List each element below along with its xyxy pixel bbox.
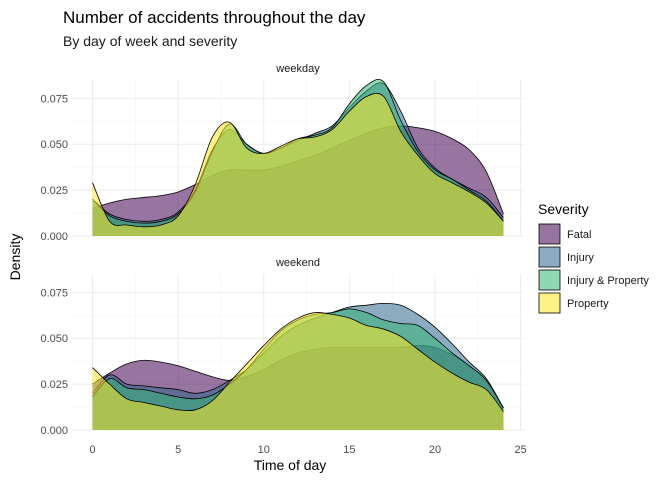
x-tick-label: 5 — [175, 444, 181, 456]
y-axis-title: Density — [7, 234, 23, 281]
facet-strip-label: weekday — [275, 63, 320, 75]
y-tick-label: 0.075 — [40, 93, 68, 105]
legend-label: Fatal — [567, 229, 591, 241]
legend-label: Property — [567, 298, 609, 310]
legend-title: Severity — [538, 201, 589, 217]
x-tick-label: 15 — [343, 444, 355, 456]
panel-weekday: weekday 0.000 0.025 0.050 0.075 — [40, 63, 524, 243]
panel-weekend: weekend 0.000 0.025 0.050 0.075 — [40, 257, 524, 437]
panels-layer: weekday 0.000 0.025 0.050 0.075 weekend 0.000 0… — [40, 63, 526, 456]
y-tick-label: 0.050 — [40, 139, 68, 151]
y-tick-label: 0.025 — [40, 185, 68, 197]
legend-swatch — [538, 246, 561, 268]
y-tick-label: 0.000 — [40, 231, 68, 243]
legend: Severity Fatal Injury Injury & Property Pro… — [538, 201, 649, 314]
density-outline-property — [92, 92, 504, 228]
x-tick-label: 20 — [429, 444, 441, 456]
facet-strip-label: weekend — [275, 257, 320, 269]
x-tick-label: 10 — [258, 444, 270, 456]
density-outline-property — [92, 312, 504, 412]
y-tick-label: 0.050 — [40, 333, 68, 345]
x-tick-label: 0 — [89, 444, 95, 456]
density-area-property — [92, 312, 504, 430]
y-tick-label: 0.075 — [40, 287, 68, 299]
legend-label: Injury & Property — [567, 275, 649, 287]
legend-swatch — [538, 292, 561, 314]
legend-swatch — [538, 223, 561, 245]
legend-items: Fatal Injury Injury & Property Property — [538, 223, 649, 314]
y-tick-label: 0.000 — [40, 425, 68, 437]
x-tick-label: 25 — [514, 444, 526, 456]
chart-title: Number of accidents throughout the day — [63, 8, 366, 27]
density-area-property — [92, 93, 504, 236]
x-axis-title: Time of day — [254, 457, 327, 473]
y-tick-label: 0.025 — [40, 379, 68, 391]
legend-label: Injury — [567, 252, 594, 264]
legend-swatch — [538, 269, 561, 291]
chart-subtitle: By day of week and severity — [63, 33, 237, 49]
